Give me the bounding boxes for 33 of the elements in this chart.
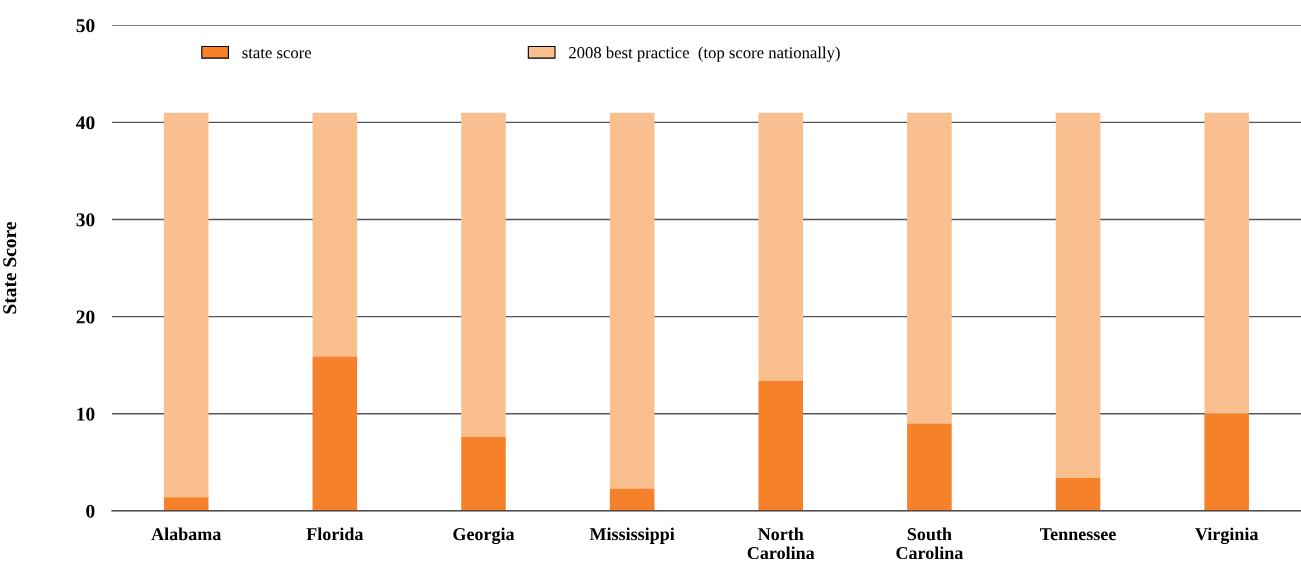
x-tick-label: Florida xyxy=(306,527,364,541)
bar xyxy=(758,112,804,381)
y-tick-label: 50 xyxy=(76,19,95,33)
bar xyxy=(312,356,358,511)
y-tick-label: 30 xyxy=(76,213,95,227)
x-tick-label: Georgia xyxy=(453,527,515,545)
bar xyxy=(1204,413,1249,511)
legend-label: 2008 best practice (top score nationally) xyxy=(569,46,840,62)
bar xyxy=(1055,112,1101,478)
y-tick-label: 20 xyxy=(76,310,95,324)
legend-label: state score xyxy=(242,48,312,59)
bar xyxy=(312,112,358,357)
x-tick-label: Mississippi xyxy=(589,527,675,544)
bar xyxy=(758,380,804,511)
bar xyxy=(163,497,209,511)
bar xyxy=(1055,477,1101,511)
bar xyxy=(907,112,952,424)
x-tick-label: Alabama xyxy=(151,527,222,541)
bar xyxy=(461,437,506,511)
x-tick-label: South Carolina xyxy=(896,527,964,560)
bar xyxy=(461,112,506,438)
bar xyxy=(1204,112,1249,414)
bar xyxy=(163,112,209,498)
bar xyxy=(907,423,952,511)
y-axis-title: State Score xyxy=(3,222,17,314)
x-tick-label: North Carolina xyxy=(747,527,815,560)
y-tick-label: 40 xyxy=(76,116,95,130)
x-tick-label: Virginia xyxy=(1195,527,1259,545)
y-tick-label: 10 xyxy=(77,407,95,421)
y-tick-label: 0 xyxy=(86,504,95,518)
bar xyxy=(609,488,655,511)
x-tick-label: Tennessee xyxy=(1040,528,1116,541)
bar xyxy=(609,112,655,489)
